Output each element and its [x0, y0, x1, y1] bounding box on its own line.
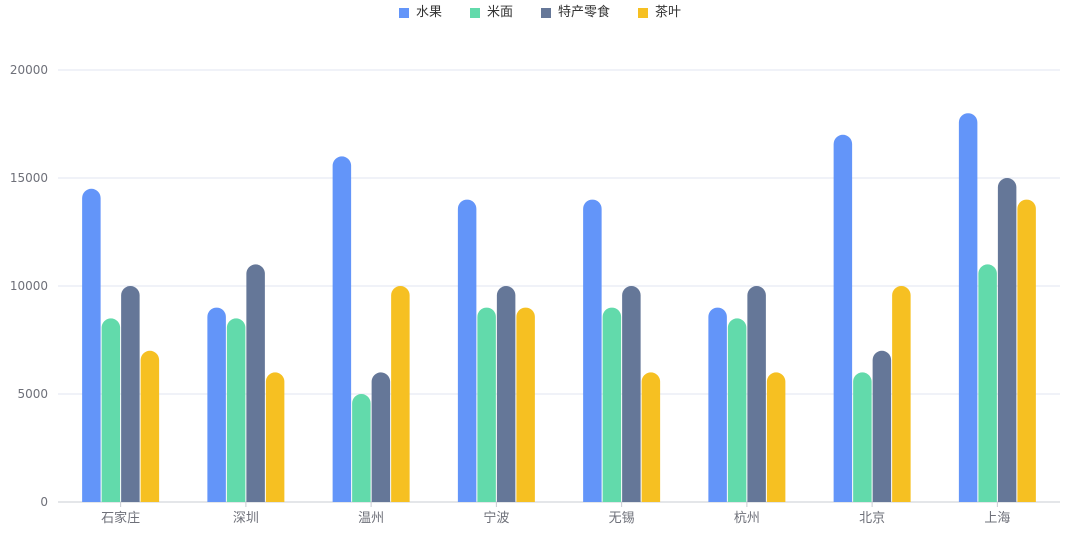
x-tick-label: 石家庄 [101, 510, 140, 526]
legend-label: 茶叶 [655, 5, 682, 20]
bar[interactable] [583, 199, 602, 502]
x-tick-label: 杭州 [734, 511, 760, 526]
bar[interactable] [833, 134, 853, 503]
bar[interactable] [391, 286, 410, 502]
bar[interactable] [602, 307, 622, 502]
legend-item[interactable]: 茶叶 [638, 4, 681, 22]
bar[interactable] [140, 350, 160, 502]
legend-swatch [398, 8, 409, 18]
bar[interactable] [496, 286, 516, 502]
bar[interactable] [457, 199, 477, 502]
bar[interactable] [853, 372, 872, 502]
bar[interactable] [121, 286, 140, 502]
x-tick-label: 上海 [984, 511, 1010, 526]
x-tick-label: 北京 [859, 511, 885, 526]
bar[interactable] [1017, 199, 1036, 502]
x-tick-label: 无锡 [609, 511, 635, 526]
bar[interactable] [371, 372, 391, 502]
legend-item[interactable]: 水果 [398, 4, 442, 22]
bar[interactable] [978, 264, 997, 502]
bar[interactable] [101, 318, 121, 502]
legend-item[interactable]: 米面 [469, 4, 513, 22]
bar[interactable] [352, 394, 371, 502]
legend-label: 水果 [415, 5, 442, 20]
legend-swatch [469, 8, 480, 18]
legend-swatch [638, 8, 649, 18]
y-tick-label: 0 [40, 495, 48, 509]
bar[interactable] [265, 372, 285, 502]
bar[interactable] [477, 307, 496, 502]
y-tick-label: 20000 [10, 63, 48, 77]
bar[interactable] [997, 178, 1017, 503]
bar[interactable] [622, 286, 641, 502]
y-tick-label: 10000 [10, 279, 48, 293]
legend-item[interactable]: 特产零食 [541, 4, 610, 22]
bar[interactable] [332, 156, 352, 502]
bar[interactable] [641, 372, 661, 502]
x-tick-label: 温州 [358, 511, 384, 526]
y-tick-label: 5000 [17, 387, 48, 401]
bar[interactable] [708, 307, 727, 502]
bar[interactable] [727, 318, 747, 502]
bar[interactable] [82, 188, 101, 502]
bar[interactable] [958, 113, 978, 502]
legend-swatch [541, 8, 551, 18]
bar[interactable] [892, 286, 911, 502]
bar[interactable] [516, 307, 535, 502]
legend-label: 米面 [486, 5, 513, 20]
bar[interactable] [766, 372, 786, 502]
bar[interactable] [872, 350, 892, 502]
x-tick-label: 深圳 [233, 511, 259, 526]
legend-label: 特产零食 [558, 5, 611, 20]
bar[interactable] [226, 318, 246, 502]
bar[interactable] [207, 307, 226, 502]
y-tick-label: 15000 [10, 171, 48, 185]
chart-legend: 水果 米面 特产零食 茶叶 [0, 4, 1080, 22]
bar[interactable] [246, 264, 265, 502]
x-tick-label: 宁波 [483, 510, 509, 526]
bar[interactable] [747, 286, 766, 502]
